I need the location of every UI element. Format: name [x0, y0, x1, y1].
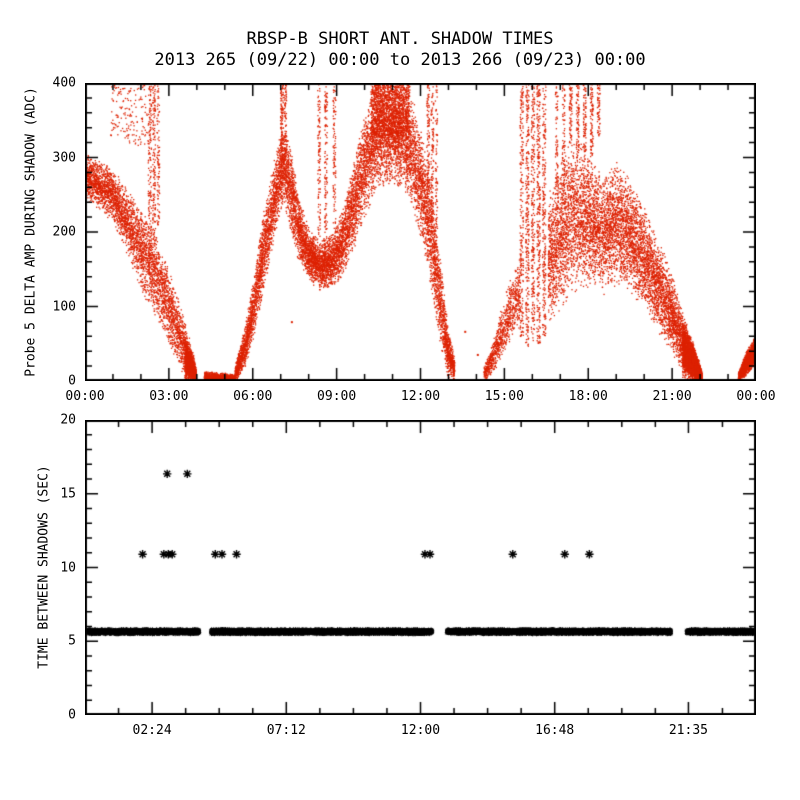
x-tick-label: 00:00	[736, 389, 776, 404]
y-tick-label: 200	[52, 224, 76, 240]
y-tick-label: 400	[52, 75, 76, 91]
x-tick-label: 03:00	[149, 389, 189, 404]
x-tick-label: 21:00	[652, 389, 692, 404]
x-tick-label: 15:00	[484, 389, 524, 404]
x-tick-label: 07:12	[266, 723, 306, 738]
x-tick-label: 16:48	[535, 723, 575, 738]
chart-title: RBSP-B SHORT ANT. SHADOW TIMES	[246, 29, 554, 49]
y-tick-label: 300	[52, 150, 76, 165]
x-tick-label: 12:00	[400, 723, 441, 738]
bottom-panel-scatter-plot	[85, 420, 756, 715]
y-tick-label: 5	[68, 633, 76, 649]
x-tick-label: 09:00	[317, 389, 357, 404]
x-tick-label: 21:35	[668, 723, 708, 738]
x-tick-label: 02:24	[132, 723, 172, 738]
top-panel-scatter-plot	[85, 83, 756, 381]
y-tick-label: 20	[60, 412, 76, 428]
chart-subtitle: 2013 265 (09/22) 00:00 to 2013 266 (09/2…	[154, 50, 646, 70]
x-tick-label: 06:00	[233, 389, 273, 404]
top-y-axis-label: Probe 5 DELTA AMP DURING SHADOW (ADC)	[23, 87, 39, 377]
x-tick-label: 18:00	[568, 389, 608, 404]
x-tick-label: 12:00	[400, 389, 441, 404]
bottom-y-axis-label: TIME BETWEEN SHADOWS (SEC)	[36, 465, 52, 669]
y-tick-label: 10	[60, 560, 76, 575]
y-tick-label: 100	[52, 299, 76, 314]
y-tick-label: 0	[68, 707, 76, 723]
y-tick-label: 15	[60, 486, 76, 502]
y-tick-label: 0	[68, 373, 76, 389]
x-tick-label: 00:00	[65, 389, 105, 404]
